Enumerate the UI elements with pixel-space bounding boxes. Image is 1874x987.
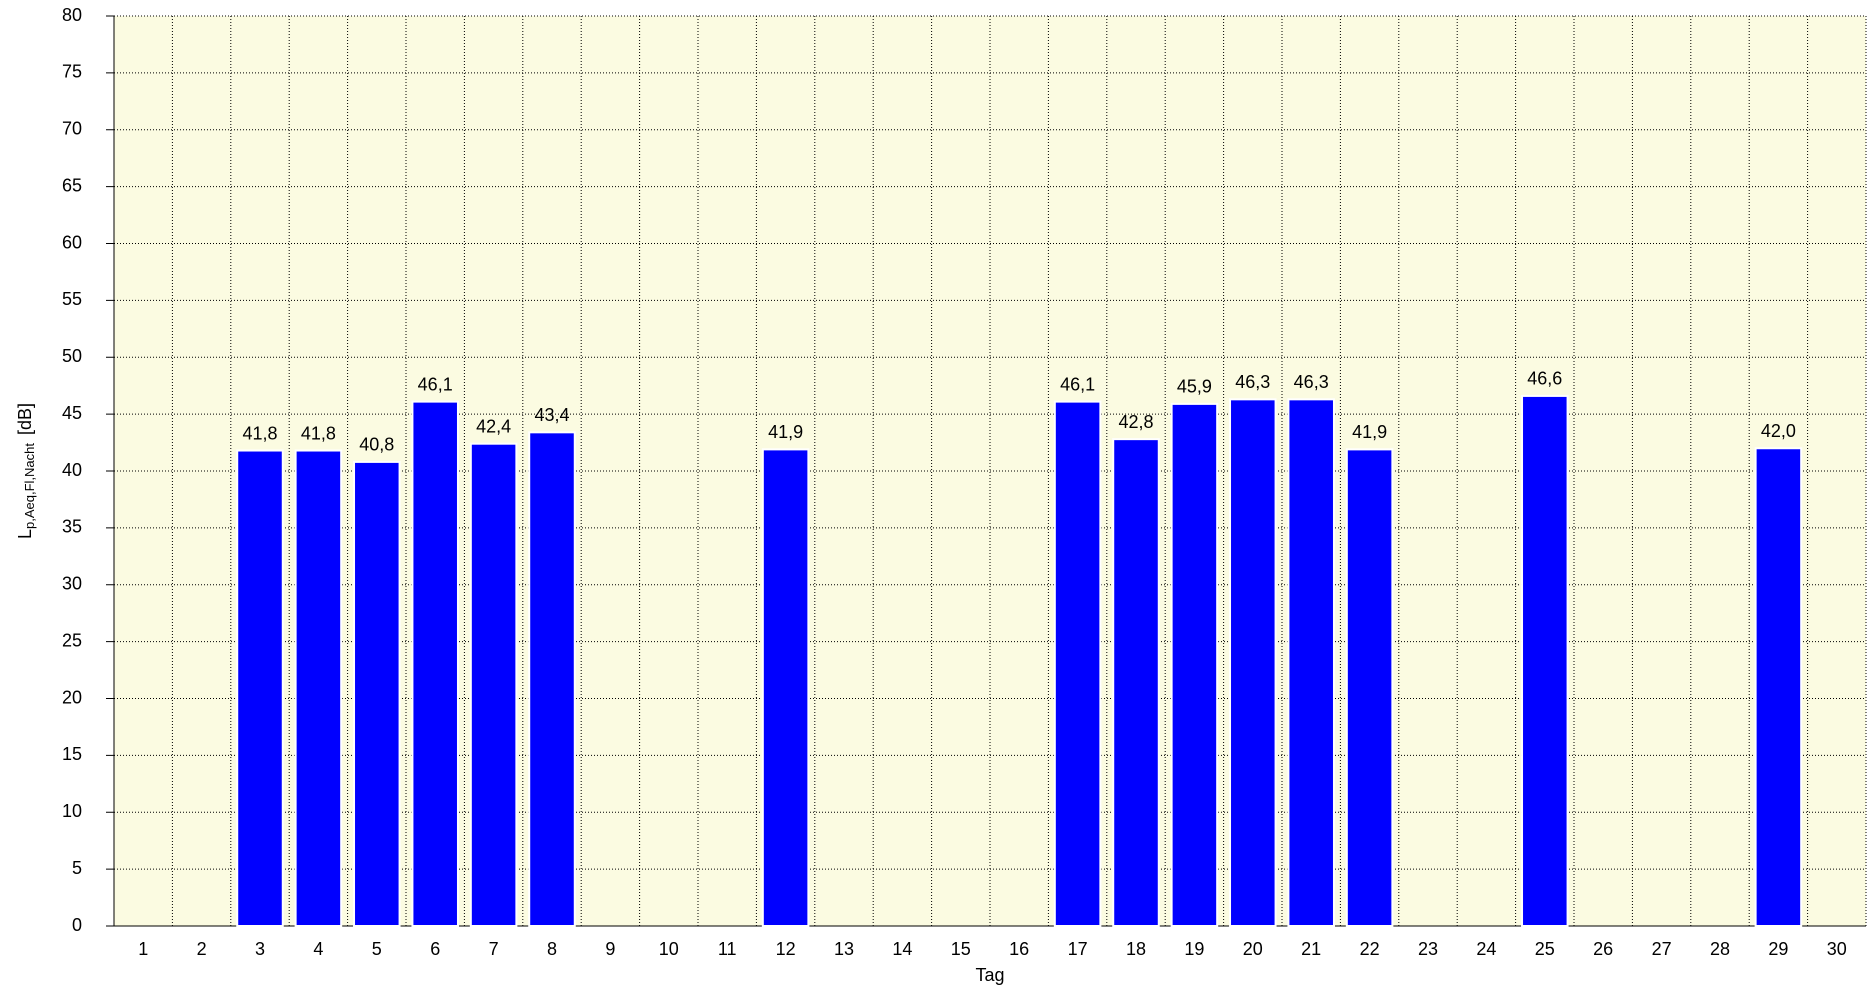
bar [353,460,401,927]
value-label: 46,3 [1235,372,1270,392]
value-label: 46,1 [1060,374,1095,394]
x-tick-label: 5 [372,939,382,959]
value-label: 41,8 [301,423,336,443]
y-tick-label: 40 [62,460,82,480]
value-label: 43,4 [534,405,569,425]
x-tick-label: 8 [547,939,557,959]
x-tick-label: 14 [892,939,912,959]
value-label: 42,4 [476,416,511,436]
x-tick-label: 1 [138,939,148,959]
x-tick-label: 18 [1126,939,1146,959]
y-tick-label: 55 [62,289,82,309]
value-label: 42,0 [1761,421,1796,441]
value-label: 46,6 [1527,369,1562,389]
x-tick-label: 10 [659,939,679,959]
x-tick-label: 28 [1710,939,1730,959]
y-tick-label: 25 [62,630,82,650]
y-axis-label: Lp,Aeq,Fl,Nacht [dB] [15,403,38,539]
value-label: 41,8 [242,423,277,443]
x-tick-label: 23 [1418,939,1438,959]
y-tick-label: 20 [62,687,82,707]
y-label-main: L [15,529,35,539]
x-tick-label: 4 [313,939,323,959]
y-tick-label: 70 [62,119,82,139]
bar [294,449,343,927]
x-tick-label: 6 [430,939,440,959]
x-tick-label: 7 [489,939,499,959]
bar [411,400,459,927]
y-tick-label: 15 [62,744,82,764]
x-tick-label: 16 [1009,939,1029,959]
y-tick-label: 80 [62,5,82,25]
x-tick-label: 3 [255,939,265,959]
bar [1112,438,1160,927]
y-label-sub: p,Aeq,Fl,Nacht [22,443,37,529]
x-tick-label: 11 [718,939,737,959]
x-tick-label: 21 [1301,939,1321,959]
value-label: 42,8 [1118,412,1153,432]
y-tick-label: 10 [62,801,82,821]
value-label: 41,9 [1352,422,1387,442]
y-tick-label: 0 [72,915,82,935]
x-tick-label: 22 [1360,939,1380,959]
bar [1521,394,1569,927]
bar [1053,400,1102,927]
bar [1754,447,1803,927]
bar [1287,398,1335,927]
y-tick-label: 65 [62,175,82,195]
value-label: 41,9 [768,422,803,442]
x-tick-label: 9 [605,939,615,959]
y-label-unit: [dB] [15,403,35,435]
bar [528,431,576,927]
x-tick-label: 13 [834,939,854,959]
y-tick-label: 50 [62,346,82,366]
bar [761,448,810,927]
x-tick-label: 15 [951,939,971,959]
bar [1170,402,1219,927]
value-label: 40,8 [359,435,394,455]
y-tick-label: 75 [62,62,82,82]
x-tick-label: 26 [1593,939,1613,959]
x-tick-label: 25 [1535,939,1555,959]
x-tick-label: 17 [1068,939,1088,959]
value-label: 45,9 [1177,377,1212,397]
x-tick-label: 29 [1768,939,1788,959]
x-tick-label: 24 [1476,939,1496,959]
x-tick-label: 19 [1184,939,1204,959]
x-tick-label: 27 [1652,939,1672,959]
y-tick-label: 30 [62,574,82,594]
x-tick-label: 12 [776,939,796,959]
y-tick-label: 60 [62,232,82,252]
bar [1345,448,1394,927]
x-tick-label: 30 [1827,939,1847,959]
bar [236,449,284,927]
x-axis-label: Tag [975,965,1004,985]
value-label: 46,3 [1294,372,1329,392]
y-tick-label: 35 [62,517,82,537]
bar [1229,398,1277,927]
y-tick-label: 45 [62,403,82,423]
y-tick-label: 5 [72,858,82,878]
x-tick-label: 2 [197,939,207,959]
bar [469,442,518,927]
x-tick-label: 20 [1243,939,1263,959]
value-label: 46,1 [418,374,453,394]
